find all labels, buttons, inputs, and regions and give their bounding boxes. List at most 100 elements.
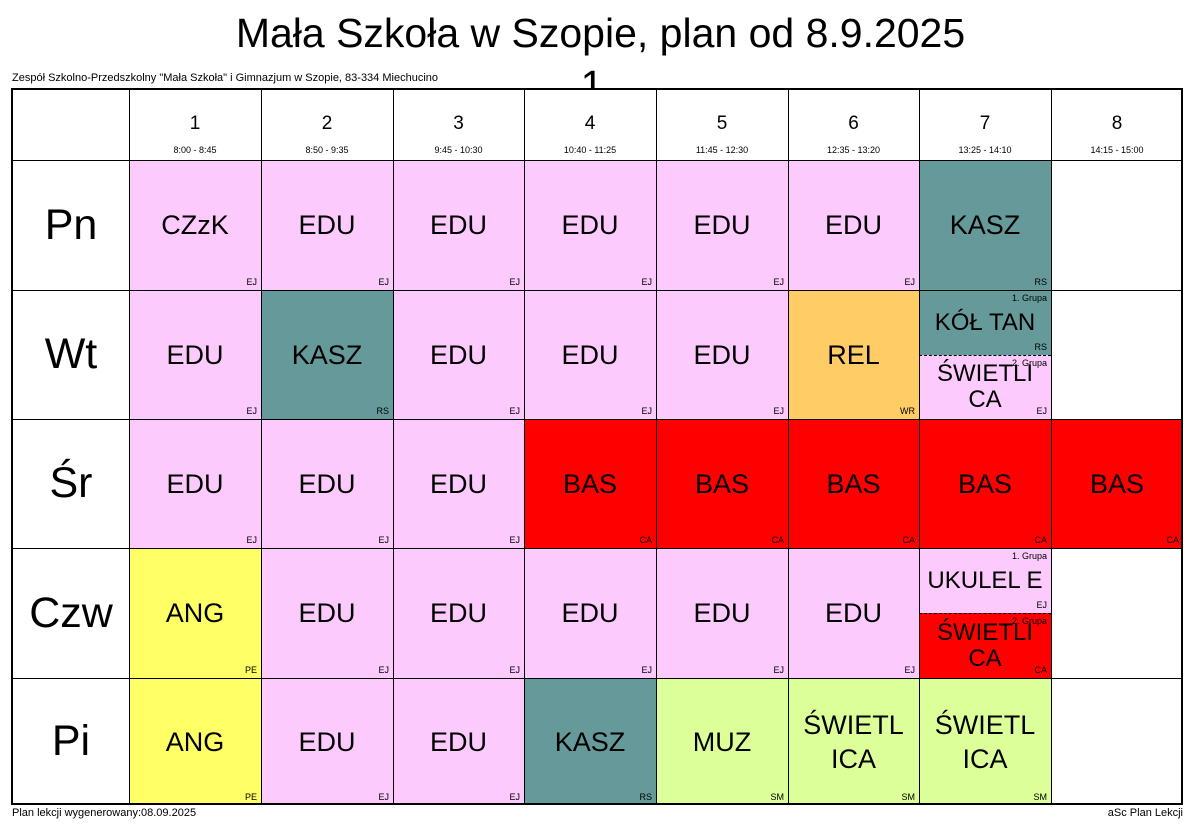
lesson-teacher: EJ <box>246 535 257 545</box>
lesson-teacher: EJ <box>509 792 520 802</box>
lesson-cell[interactable]: EDU EJ <box>788 548 919 678</box>
lesson-cell[interactable]: EDU EJ <box>788 160 919 290</box>
lesson-cell[interactable]: EDU EJ <box>656 160 788 290</box>
lesson-cell[interactable]: EDU EJ <box>393 160 524 290</box>
lesson-subject: EDU <box>298 726 356 757</box>
lesson-cell[interactable]: EDU EJ <box>261 160 393 290</box>
lesson-cell[interactable]: EDU EJ <box>393 548 524 678</box>
grid-line <box>13 290 1181 291</box>
period-number: 2 <box>321 113 333 134</box>
lesson-cell[interactable]: BAS CA <box>1051 419 1181 548</box>
lesson-subject: MUZ <box>692 726 752 757</box>
period-time: 10:40 - 11:25 <box>563 145 617 155</box>
lesson-teacher: PE <box>244 665 257 675</box>
lesson-cell[interactable]: KASZ RS <box>919 160 1051 290</box>
lesson-subject: BAS <box>957 468 1013 499</box>
lesson-subject: EDU <box>561 339 619 370</box>
day-label: Pn <box>44 201 98 249</box>
lesson-subject: KASZ <box>291 339 363 370</box>
lesson-cell[interactable]: EDU EJ <box>129 290 261 419</box>
lesson-cell[interactable]: ANG PE <box>129 678 261 803</box>
lesson-subject: CZzK <box>161 210 229 240</box>
page-title: Mała Szkoła w Szopie, plan od 8.9.2025 <box>235 10 966 56</box>
grid-line <box>13 160 1181 161</box>
lesson-teacher: RS <box>1034 277 1047 287</box>
lesson-cell[interactable]: BAS CA <box>788 419 919 548</box>
period-time: 8:00 - 8:45 <box>173 145 217 155</box>
group-lesson[interactable]: 1. Grupa UKULEL E EJ <box>919 548 1051 613</box>
period-number: 1 <box>189 113 201 134</box>
lesson-cell[interactable]: 1. Grupa KÓŁ TAN RS 2. Grupa ŚWIETLI CA EJ <box>919 290 1051 419</box>
group-lesson[interactable]: 2. Grupa ŚWIETLI CA CA <box>919 613 1051 678</box>
lesson-cell[interactable]: EDU EJ <box>524 160 656 290</box>
day-label: Pi <box>51 717 91 765</box>
lesson-subject: EDU <box>561 210 619 240</box>
lesson-subject: EDU <box>429 210 487 240</box>
lesson-cell[interactable]: EDU EJ <box>524 548 656 678</box>
lesson-cell[interactable]: EDU EJ <box>261 548 393 678</box>
lesson-teacher: EJ <box>773 406 784 416</box>
lesson-teacher: EJ <box>641 406 652 416</box>
grid-line <box>1051 90 1052 803</box>
lesson-cell[interactable]: EDU EJ <box>524 290 656 419</box>
group-label: 1. Grupa <box>1011 293 1047 303</box>
lesson-teacher: CA <box>771 535 784 545</box>
lesson-teacher: EJ <box>509 535 520 545</box>
lesson-teacher: EJ <box>1036 600 1047 610</box>
lesson-cell[interactable]: ŚWIETL ICA SM <box>788 678 919 803</box>
lesson-cell[interactable]: KASZ RS <box>524 678 656 803</box>
lesson-cell[interactable]: BAS CA <box>919 419 1051 548</box>
lesson-cell[interactable]: BAS CA <box>524 419 656 548</box>
lesson-cell[interactable]: EDU EJ <box>393 678 524 803</box>
lesson-cell[interactable]: BAS CA <box>656 419 788 548</box>
lesson-cell[interactable]: REL WR <box>788 290 919 419</box>
lesson-teacher: EJ <box>904 277 915 287</box>
lesson-teacher: EJ <box>246 277 257 287</box>
lesson-subject: EDU <box>693 598 751 628</box>
lesson-subject: EDU <box>429 339 487 370</box>
period-time: 9:45 - 10:30 <box>434 145 483 155</box>
lesson-subject: BAS <box>1089 468 1145 499</box>
period-time: 13:25 - 14:10 <box>958 145 1012 155</box>
lesson-cell[interactable]: EDU EJ <box>129 419 261 548</box>
lesson-cell[interactable]: EDU EJ <box>393 290 524 419</box>
lesson-cell[interactable]: EDU EJ <box>656 548 788 678</box>
lesson-subject: UKULEL E <box>927 566 1043 594</box>
lesson-teacher: CA <box>639 535 652 545</box>
grid-line <box>13 419 1181 420</box>
lesson-teacher: EJ <box>641 665 652 675</box>
lesson-cell[interactable]: ŚWIETL ICA SM <box>919 678 1051 803</box>
school-name: Zespół Szkolno-Przedszkolny "Mała Szkoła… <box>12 72 438 84</box>
group-lesson[interactable]: 1. Grupa KÓŁ TAN RS <box>919 290 1051 355</box>
lesson-subject: EDU <box>166 339 224 370</box>
period-number: 8 <box>1111 113 1123 134</box>
lesson-teacher: RS <box>376 406 389 416</box>
lesson-cell[interactable]: CZzK EJ <box>129 160 261 290</box>
grid-line <box>13 678 1181 679</box>
lesson-teacher: WR <box>900 406 915 416</box>
lesson-subject: KASZ <box>554 726 626 757</box>
lesson-cell[interactable]: MUZ SM <box>656 678 788 803</box>
lesson-cell[interactable]: EDU EJ <box>261 678 393 803</box>
lesson-teacher: EJ <box>378 535 389 545</box>
group-lesson[interactable]: 2. Grupa ŚWIETLI CA EJ <box>919 355 1051 419</box>
period-header: 1 8:00 - 8:45 <box>129 90 261 160</box>
lesson-cell[interactable]: EDU EJ <box>261 419 393 548</box>
grid-line <box>656 90 657 803</box>
lesson-cell[interactable]: EDU EJ <box>656 290 788 419</box>
lesson-subject: ŚWIETLI CA <box>936 360 1033 413</box>
lesson-teacher: EJ <box>509 277 520 287</box>
lesson-cell[interactable]: KASZ RS <box>261 290 393 419</box>
lesson-cell[interactable]: 1. Grupa UKULEL E EJ 2. Grupa ŚWIETLI CA CA <box>919 548 1051 678</box>
lesson-teacher: PE <box>244 792 257 802</box>
lesson-teacher: EJ <box>904 665 915 675</box>
period-header: 8 14:15 - 15:00 <box>1051 90 1181 160</box>
period-time: 14:15 - 15:00 <box>1090 145 1144 155</box>
timetable-grid: 1 8:00 - 8:45 2 8:50 - 9:35 3 9:45 - 10:30 4 10… <box>11 88 1183 805</box>
lesson-teacher: CA <box>902 535 915 545</box>
lesson-teacher: EJ <box>773 665 784 675</box>
lesson-cell[interactable]: EDU EJ <box>393 419 524 548</box>
lesson-cell[interactable]: ANG PE <box>129 548 261 678</box>
period-number: 4 <box>584 113 596 134</box>
group-divider <box>919 355 1051 356</box>
